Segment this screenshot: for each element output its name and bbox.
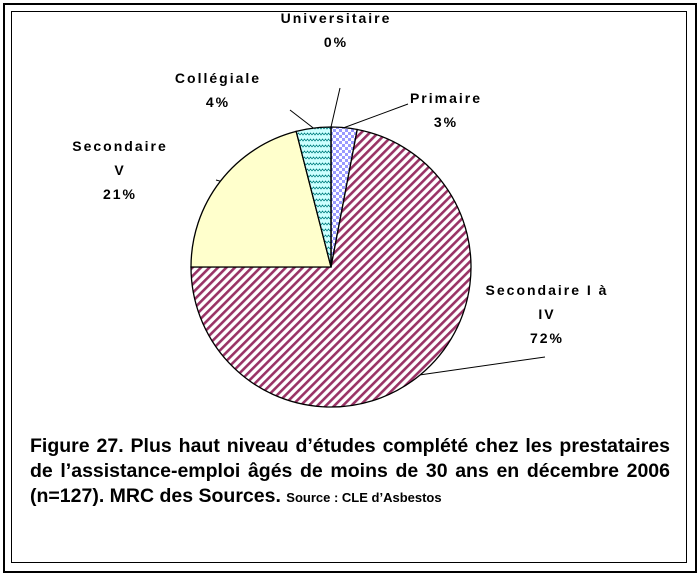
slice-value: 72% bbox=[529, 330, 565, 346]
leader-line bbox=[215, 179, 221, 182]
slice-name: Primaire bbox=[409, 90, 483, 106]
slice-name: Universitaire bbox=[280, 10, 392, 26]
leader-line bbox=[330, 87, 341, 128]
slice-name: Secondaire V bbox=[72, 138, 168, 178]
slice-name: Collégiale bbox=[174, 70, 262, 86]
slice-label: Collégiale 4% bbox=[158, 66, 278, 114]
slice-value: 4% bbox=[205, 94, 231, 110]
caption-source: Source : CLE d’Asbestos bbox=[286, 490, 442, 505]
caption: Figure 27. Plus haut niveau d’études com… bbox=[30, 434, 670, 510]
slice-label: Secondaire V 21% bbox=[64, 134, 176, 206]
pie-slice bbox=[190, 128, 472, 408]
slice-value: 21% bbox=[102, 186, 138, 202]
slice-name: Secondaire I à IV bbox=[485, 282, 609, 322]
slice-value: 0% bbox=[323, 34, 349, 50]
outer-frame bbox=[3, 3, 697, 573]
leader-line bbox=[344, 103, 409, 129]
slice-label: Universitaire 0% bbox=[266, 6, 406, 54]
slice-label: Secondaire I à IV 72% bbox=[480, 278, 615, 350]
slice-value: 3% bbox=[433, 114, 459, 130]
caption-title: Figure 27. Plus haut niveau d’études com… bbox=[30, 435, 670, 507]
slice-label: Primaire 3% bbox=[391, 86, 501, 134]
pie-slice bbox=[190, 130, 332, 268]
leader-line bbox=[420, 356, 546, 376]
inner-frame bbox=[11, 11, 687, 563]
leader-line bbox=[289, 109, 314, 129]
